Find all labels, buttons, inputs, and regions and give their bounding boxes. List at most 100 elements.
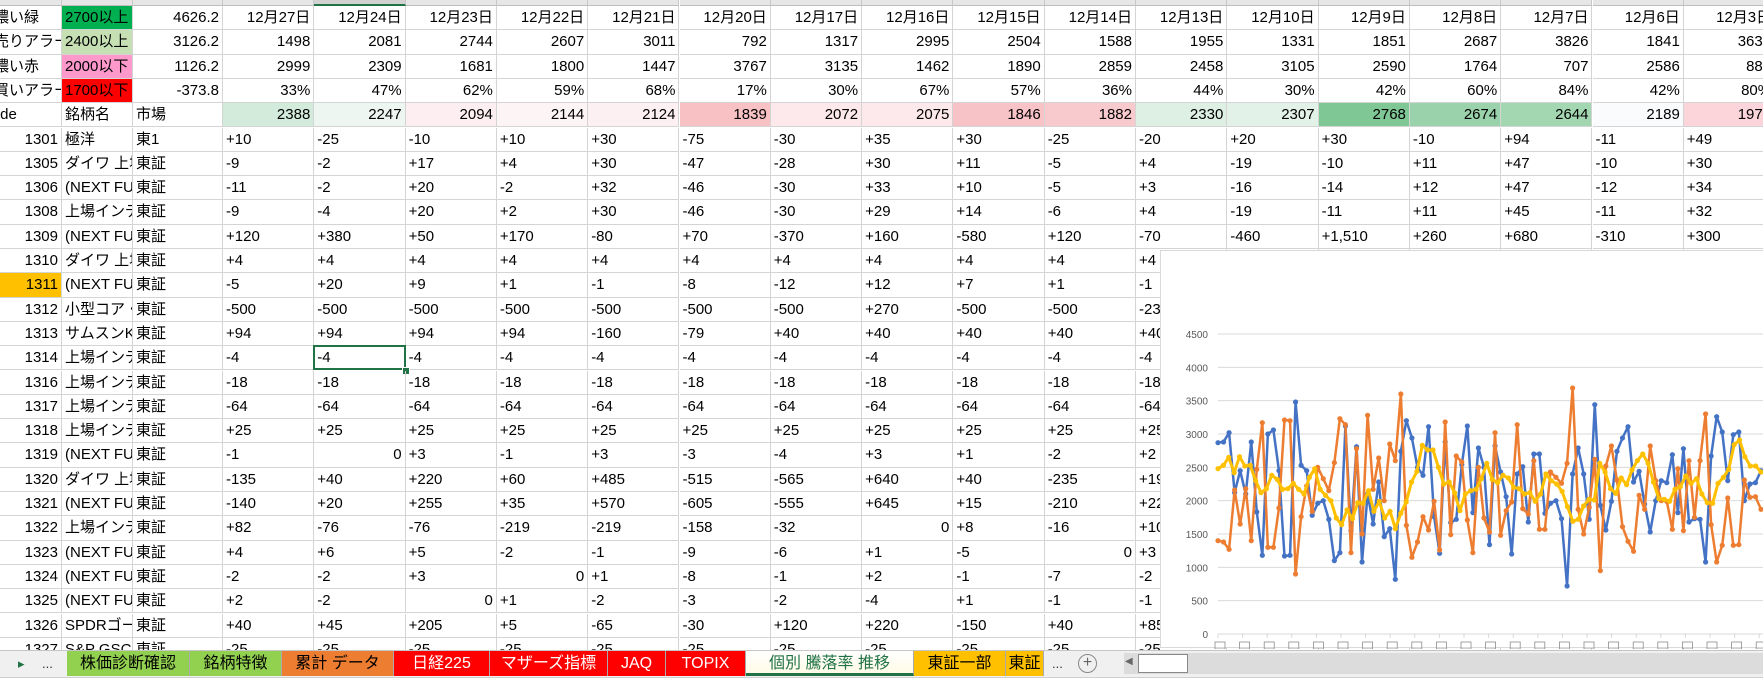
summary-cell[interactable]: 881	[1683, 55, 1763, 79]
change-cell[interactable]: -2	[314, 151, 406, 177]
change-cell[interactable]: +94	[496, 321, 589, 347]
sheet-tab[interactable]: マザーズ指標	[490, 651, 608, 676]
threshold-value[interactable]: 3126.2	[133, 30, 223, 55]
change-cell[interactable]: -47	[679, 151, 771, 177]
change-cell[interactable]: -500	[679, 297, 771, 322]
date-header[interactable]: 12月24日	[314, 6, 406, 31]
change-cell[interactable]: +3	[1136, 176, 1228, 201]
name-cell[interactable]: (NEXT FU	[62, 224, 133, 249]
threshold-value[interactable]: -373.8	[133, 78, 223, 104]
date-header[interactable]: 12月22日	[496, 6, 589, 31]
change-cell[interactable]: +20	[405, 200, 497, 225]
change-cell[interactable]: -25	[953, 637, 1045, 650]
change-cell[interactable]: -18	[588, 370, 680, 395]
column-header[interactable]	[405, 0, 497, 6]
change-cell[interactable]: -11	[223, 176, 315, 201]
change-cell[interactable]: +4	[770, 249, 863, 274]
change-cell[interactable]: -2	[496, 176, 589, 201]
change-cell[interactable]: +1	[496, 273, 589, 298]
change-cell[interactable]: -12	[1592, 176, 1684, 201]
date-header[interactable]: 12月14日	[1044, 6, 1136, 31]
change-cell[interactable]: -515	[679, 467, 771, 492]
change-cell[interactable]: +70	[679, 224, 771, 249]
change-cell[interactable]: +10	[496, 127, 589, 152]
column-header[interactable]	[133, 0, 223, 6]
change-cell[interactable]: -25	[223, 637, 315, 650]
summary-cell[interactable]: 42%	[1318, 78, 1410, 104]
change-cell[interactable]: -2	[770, 589, 863, 614]
market-cell[interactable]: 東証	[133, 297, 223, 322]
summary-cell[interactable]: 33%	[223, 78, 315, 104]
change-cell[interactable]: -64	[679, 394, 771, 420]
change-cell[interactable]: -18	[953, 370, 1045, 395]
change-cell[interactable]: +2	[862, 564, 954, 590]
summary-cell[interactable]: 1800	[496, 54, 589, 79]
summary-cell[interactable]: 3135	[770, 54, 863, 79]
code-cell[interactable]: 1311	[0, 273, 62, 298]
change-cell[interactable]: +30	[588, 127, 680, 152]
change-cell[interactable]: -2	[1044, 443, 1136, 468]
change-cell[interactable]: -2	[496, 540, 589, 565]
column-header[interactable]	[1409, 0, 1502, 6]
change-cell[interactable]: 0	[862, 516, 954, 541]
change-cell[interactable]: -10	[405, 127, 497, 152]
legend-label[interactable]: 買いアラー	[0, 78, 62, 104]
total-cell[interactable]: 1972	[1683, 103, 1763, 128]
change-cell[interactable]: -1	[953, 564, 1045, 590]
change-cell[interactable]: +20	[314, 492, 406, 517]
change-cell[interactable]: +205	[405, 613, 497, 638]
total-cell[interactable]: 2144	[496, 103, 589, 128]
change-cell[interactable]: -4	[588, 346, 680, 371]
summary-cell[interactable]: 36%	[1044, 78, 1136, 104]
change-cell[interactable]: +1	[588, 564, 680, 590]
change-cell[interactable]: +40	[1044, 613, 1136, 638]
sheet-tab[interactable]: 東証	[1006, 651, 1044, 676]
sheet-tab[interactable]: 累計 データ	[282, 651, 394, 676]
change-cell[interactable]: -210	[1044, 492, 1136, 517]
date-header[interactable]: 12月3日	[1683, 6, 1763, 31]
name-cell[interactable]: 上場インデ	[62, 370, 133, 395]
threshold-cell[interactable]: 2400以上	[62, 30, 133, 55]
summary-cell[interactable]: 1851	[1318, 30, 1410, 55]
change-cell[interactable]: +4	[1136, 200, 1228, 225]
code-cell[interactable]: 1316	[0, 370, 62, 395]
summary-cell[interactable]: 67%	[862, 78, 954, 104]
change-cell[interactable]: +35	[862, 127, 954, 152]
name-cell[interactable]: 上場インデ	[62, 516, 133, 541]
sheet-tab[interactable]: 株価診断確認	[67, 651, 190, 676]
change-cell[interactable]: -4	[770, 443, 863, 468]
change-cell[interactable]: -25	[771, 637, 863, 650]
summary-cell[interactable]: 2081	[314, 30, 406, 55]
summary-cell[interactable]: 1498	[223, 30, 315, 55]
change-cell[interactable]: -460	[1227, 224, 1319, 249]
market-cell[interactable]: 東証	[133, 321, 223, 347]
add-sheet-icon[interactable]: +	[1078, 654, 1097, 673]
change-cell[interactable]: +4	[223, 249, 315, 274]
change-cell[interactable]: +5	[496, 613, 589, 638]
change-cell[interactable]: +25	[953, 419, 1045, 444]
summary-cell[interactable]: 1447	[588, 54, 680, 79]
change-cell[interactable]: -25	[497, 637, 589, 650]
summary-cell[interactable]: 792	[679, 30, 771, 55]
change-cell[interactable]: -135	[223, 467, 315, 492]
date-header[interactable]: 12月9日	[1318, 6, 1410, 31]
change-cell[interactable]: +94	[314, 321, 406, 347]
total-cell[interactable]: 2307	[1227, 103, 1319, 128]
column-header[interactable]	[1227, 0, 1319, 6]
summary-cell[interactable]: 60%	[1409, 78, 1502, 104]
change-cell[interactable]: -1	[588, 273, 680, 298]
horizontal-scrollbar[interactable]: ◀	[1124, 653, 1763, 674]
change-cell[interactable]: +20	[405, 176, 497, 201]
legend-label[interactable]: 売りアラー	[0, 30, 62, 55]
total-cell[interactable]: 1846	[953, 103, 1045, 128]
change-cell[interactable]: -25	[1044, 127, 1136, 152]
code-cell[interactable]: 1309	[0, 224, 62, 249]
change-cell[interactable]: -18	[1044, 370, 1136, 395]
code-cell[interactable]: 1326	[0, 613, 62, 638]
summary-cell[interactable]: 3634	[1683, 30, 1763, 55]
change-cell[interactable]: -8	[679, 564, 771, 590]
change-cell[interactable]: +9	[405, 273, 497, 298]
change-cell[interactable]: +255	[405, 492, 497, 517]
summary-cell[interactable]: 30%	[1227, 78, 1319, 104]
summary-cell[interactable]: 2744	[405, 30, 497, 55]
